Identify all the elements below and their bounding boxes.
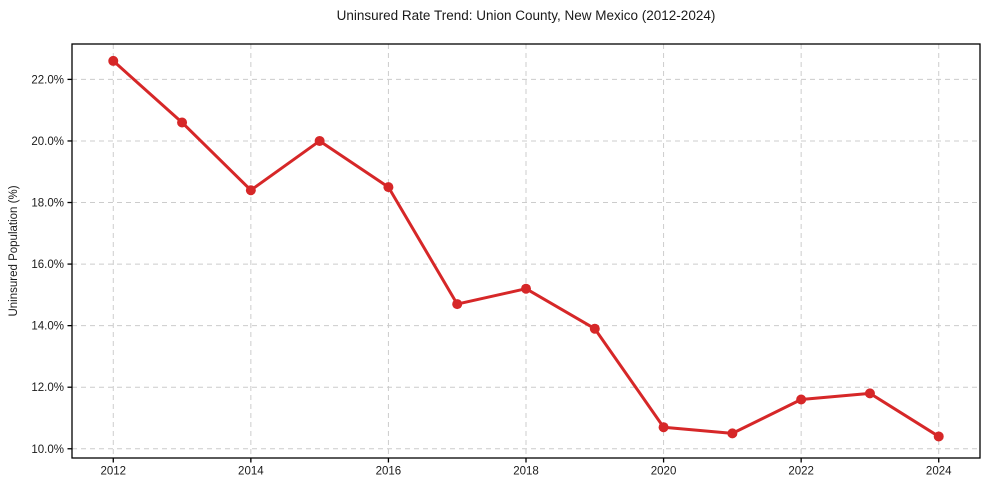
x-tick-label: 2014 [238, 466, 264, 478]
data-point-2014 [245, 185, 256, 196]
y-tick-label: 12.0% [31, 382, 64, 394]
y-tick-label: 16.0% [31, 259, 64, 271]
data-point-2019 [589, 323, 600, 334]
x-tick-label: 2020 [651, 466, 677, 478]
x-tick-label: 2016 [376, 466, 402, 478]
x-tick-label: 2018 [513, 466, 539, 478]
y-tick-label: 20.0% [31, 136, 64, 148]
y-tick-label: 22.0% [31, 74, 64, 86]
x-tick-label: 2022 [788, 466, 814, 478]
data-point-2022 [796, 394, 807, 405]
data-point-2012 [108, 55, 119, 66]
y-tick-label: 14.0% [31, 321, 64, 333]
y-tick-label: 18.0% [31, 198, 64, 210]
data-point-2024 [933, 431, 944, 442]
chart-title: Uninsured Rate Trend: Union County, New … [336, 8, 716, 23]
data-point-2017 [452, 299, 463, 310]
data-point-2020 [658, 422, 669, 433]
data-point-2015 [314, 135, 325, 146]
data-point-2016 [383, 182, 394, 193]
x-tick-label: 2024 [926, 466, 952, 478]
x-tick-label: 2012 [100, 466, 126, 478]
data-point-2021 [727, 428, 738, 439]
data-point-2018 [521, 283, 531, 294]
data-point-2013 [177, 117, 188, 128]
y-tick-label: 10.0% [31, 444, 64, 456]
data-point-2023 [864, 388, 875, 399]
